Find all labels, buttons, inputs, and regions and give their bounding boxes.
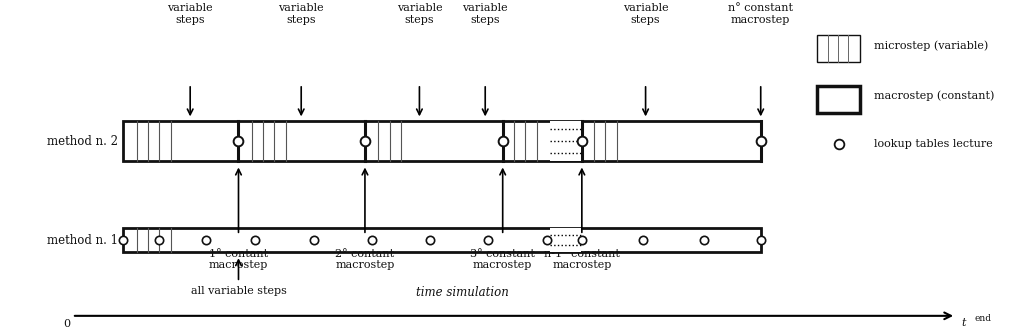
Text: variable
steps: variable steps bbox=[623, 3, 668, 25]
Text: variable
steps: variable steps bbox=[168, 3, 213, 25]
Text: lookup tables lecture: lookup tables lecture bbox=[874, 139, 993, 150]
Text: macrostep (constant): macrostep (constant) bbox=[874, 90, 994, 101]
Text: time simulation: time simulation bbox=[416, 286, 509, 299]
Text: n° constant
macrostep: n° constant macrostep bbox=[728, 3, 794, 25]
Text: variable
steps: variable steps bbox=[397, 3, 442, 25]
Bar bbox=[817, 86, 860, 113]
Bar bbox=[550, 228, 581, 252]
Text: microstep (variable): microstep (variable) bbox=[874, 40, 988, 51]
Text: all variable steps: all variable steps bbox=[190, 286, 287, 296]
Text: variable
steps: variable steps bbox=[463, 3, 508, 25]
Text: t: t bbox=[961, 318, 965, 328]
Text: method n. 1: method n. 1 bbox=[47, 234, 118, 247]
Bar bbox=[817, 35, 860, 62]
Bar bbox=[123, 228, 761, 252]
Bar bbox=[550, 121, 581, 161]
Text: 2° contant
macrostep: 2° contant macrostep bbox=[335, 249, 395, 270]
Text: variable
steps: variable steps bbox=[279, 3, 324, 25]
Text: 3° constant
macrostep: 3° constant macrostep bbox=[470, 249, 536, 270]
Text: 1° contant
macrostep: 1° contant macrostep bbox=[209, 249, 268, 270]
Text: end: end bbox=[975, 314, 992, 323]
Bar bbox=[123, 121, 761, 161]
Text: 0: 0 bbox=[64, 319, 70, 329]
Text: method n. 2: method n. 2 bbox=[47, 135, 118, 148]
Text: n-1° constant
macrostep: n-1° constant macrostep bbox=[544, 249, 620, 270]
